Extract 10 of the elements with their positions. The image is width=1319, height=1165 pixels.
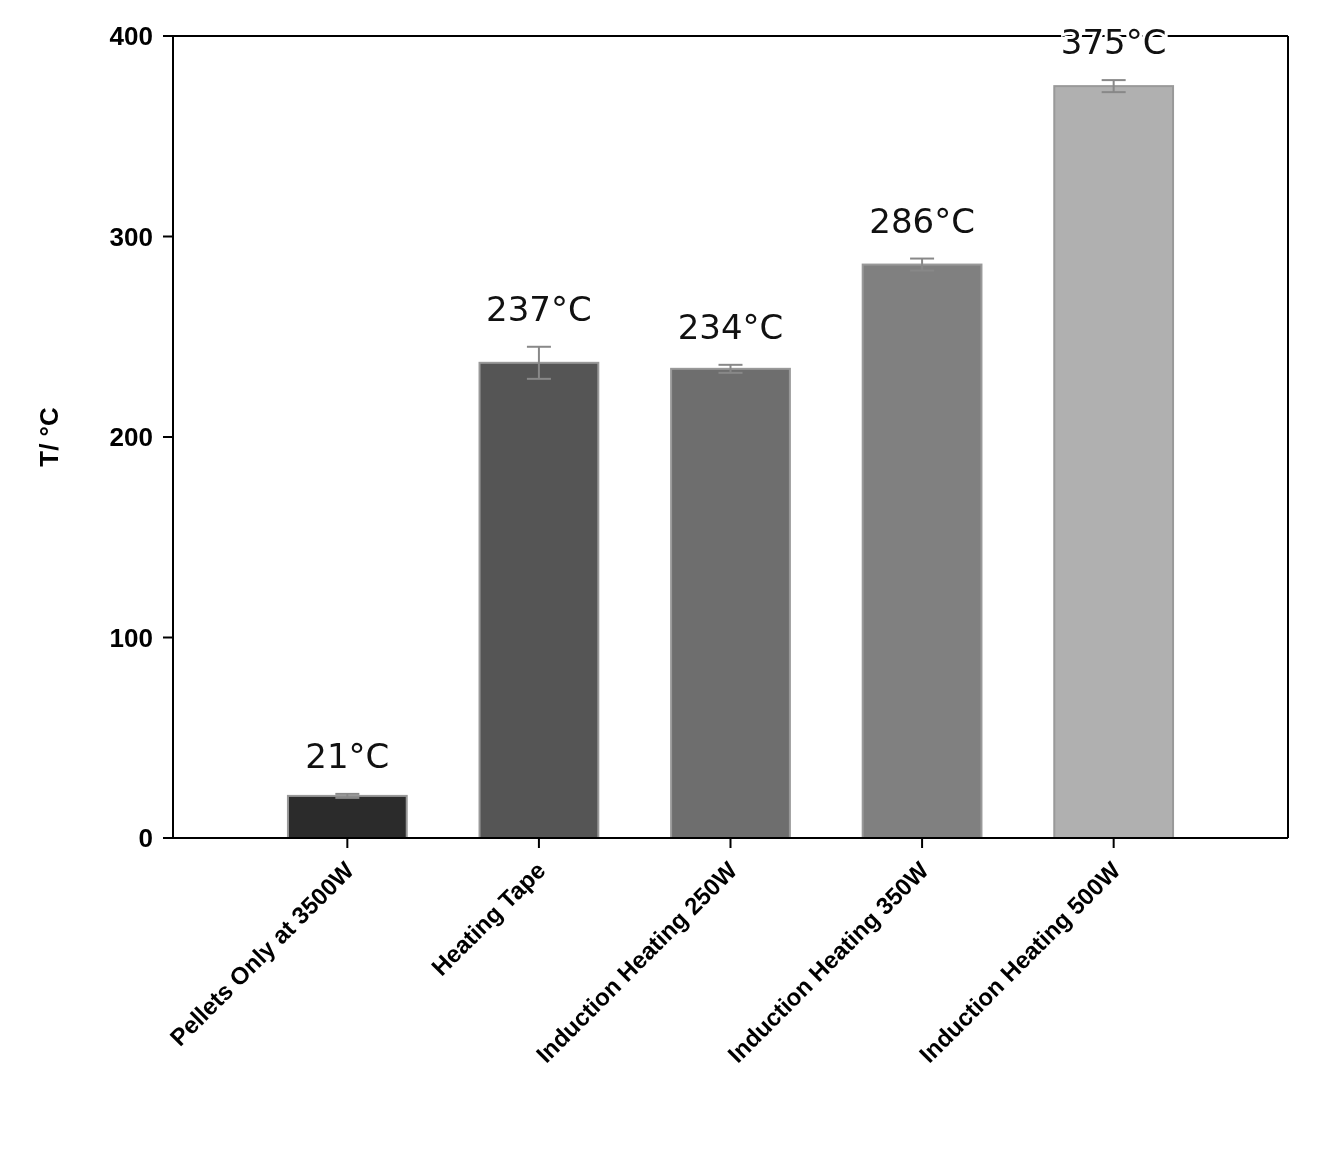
- data-label: 21°C: [305, 735, 390, 776]
- y-tick-label: 100: [109, 622, 153, 653]
- y-tick-label: 300: [109, 221, 153, 252]
- y-axis-title: T/ °C: [34, 407, 64, 467]
- data-label: 234°C: [677, 306, 784, 347]
- y-tick-label: 200: [109, 422, 153, 453]
- data-label: 237°C: [486, 288, 592, 329]
- y-tick-label: 400: [109, 21, 153, 52]
- data-label: 286°C: [869, 200, 975, 241]
- y-tick-label: 0: [138, 823, 153, 854]
